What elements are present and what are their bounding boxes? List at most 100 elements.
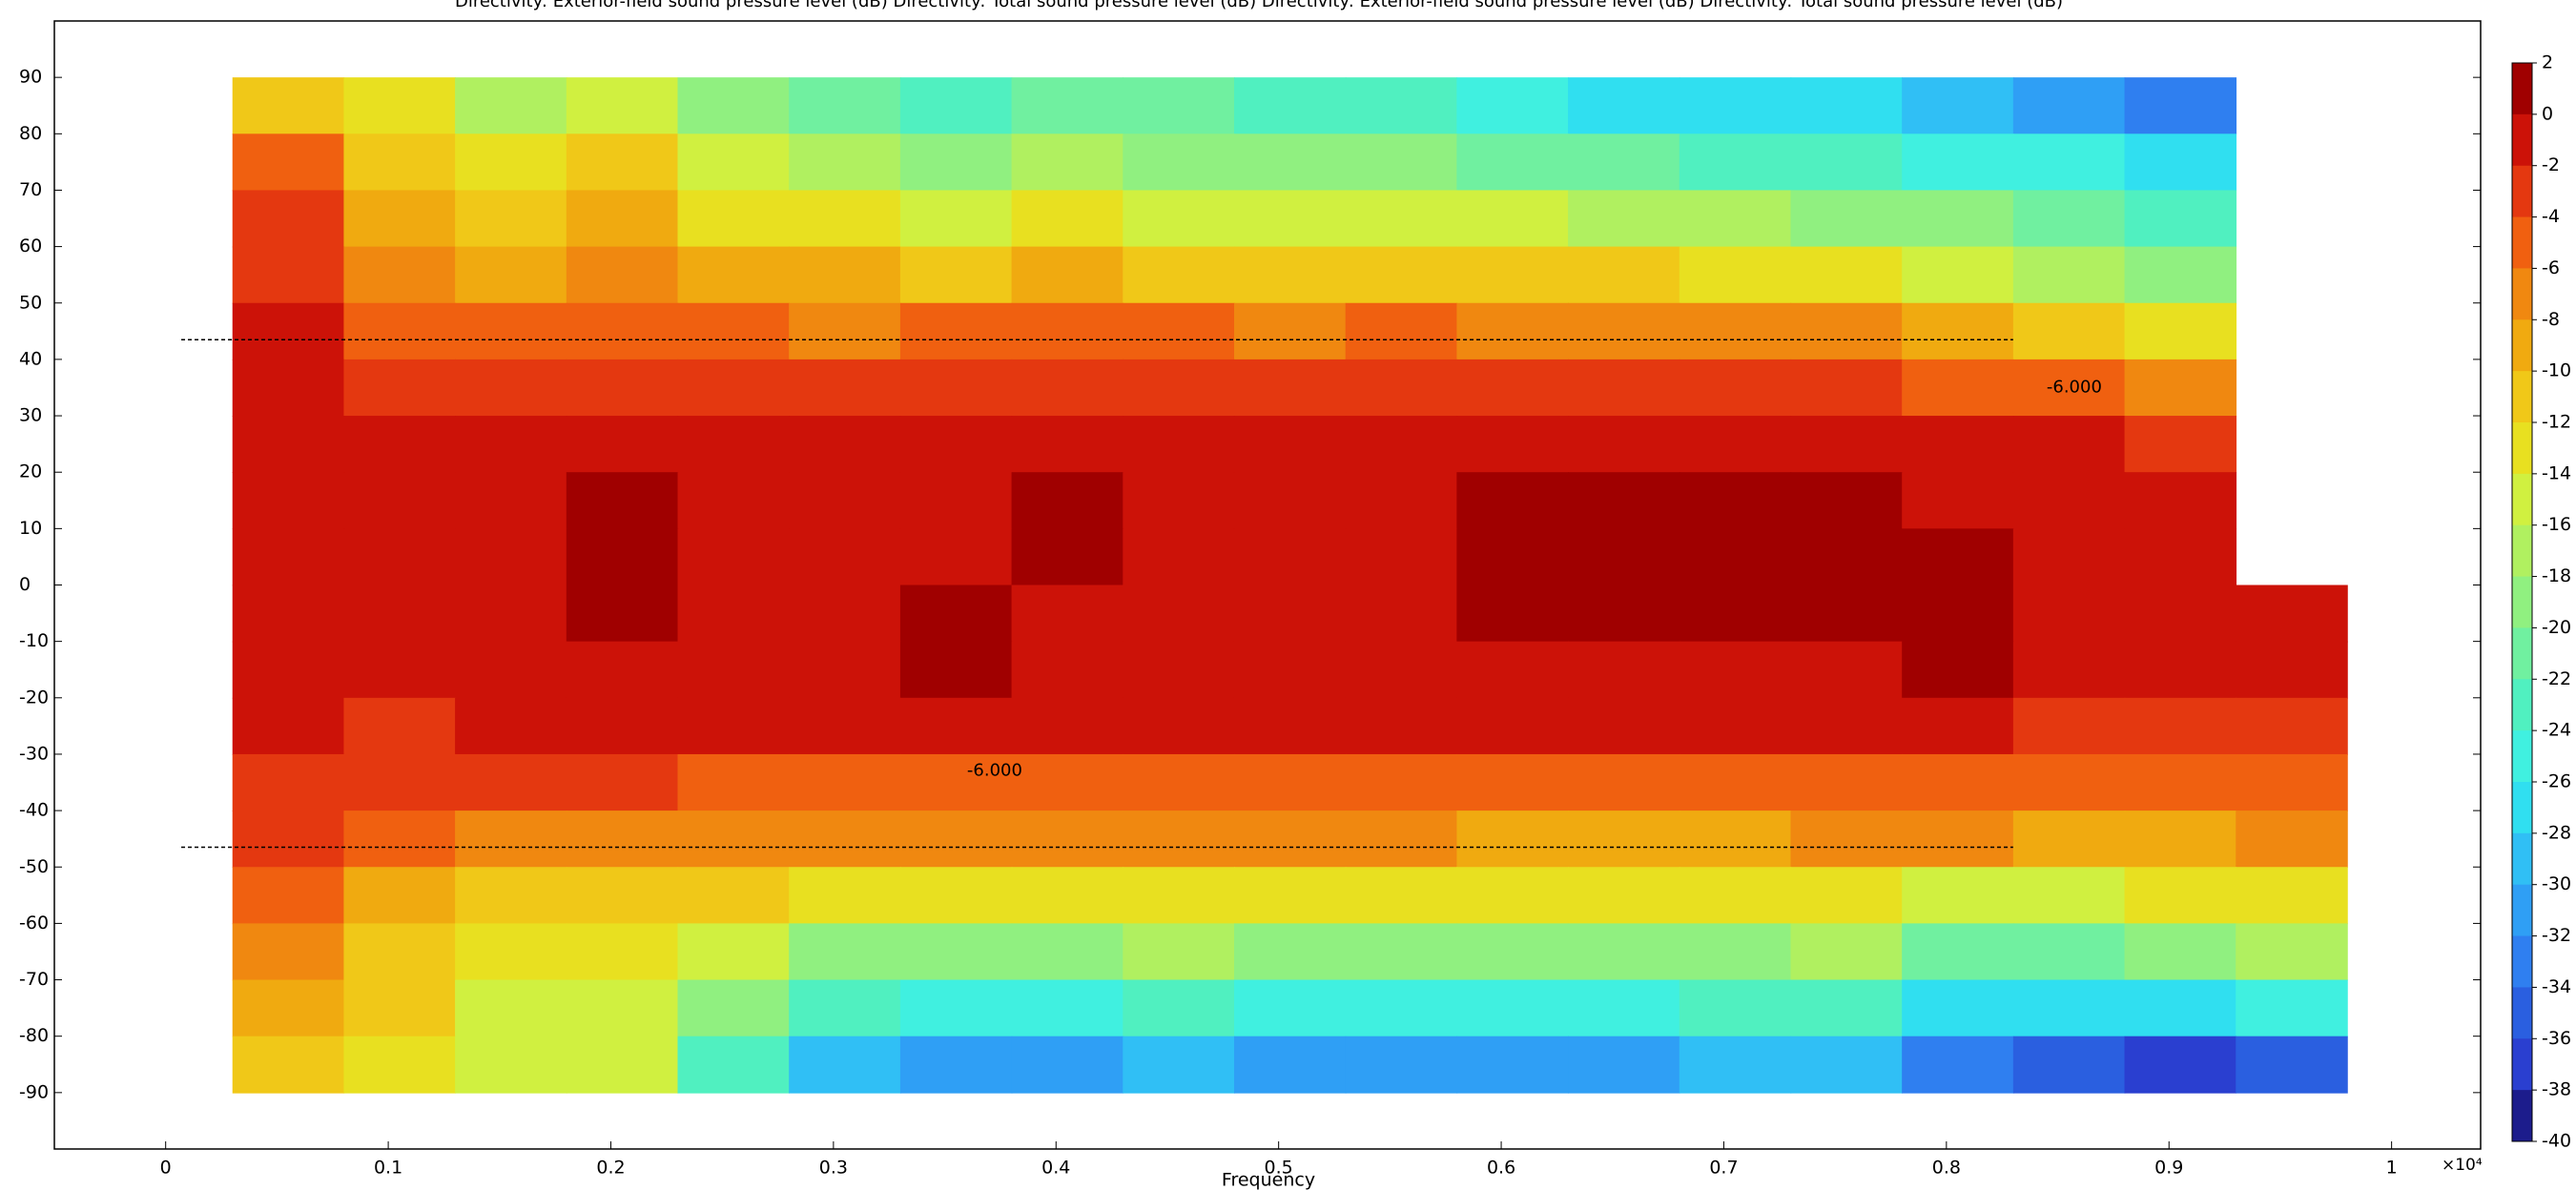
contour-cell	[789, 77, 901, 135]
contour-cell	[1011, 810, 1124, 869]
contour-cell	[2124, 246, 2237, 304]
contour-cell	[677, 697, 791, 755]
contour-cell	[1679, 77, 1792, 135]
contour-cell	[232, 979, 345, 1037]
contour-cell	[899, 190, 1013, 248]
contour-cell	[1123, 133, 1235, 192]
contour-cell	[1568, 359, 1680, 417]
contour-cell	[1233, 923, 1347, 981]
contour-cell	[899, 359, 1013, 417]
contour-cell	[1345, 867, 1458, 925]
contour-cell	[1902, 923, 2014, 981]
contour-cell	[1790, 359, 1903, 417]
contour-cell	[1456, 753, 1569, 811]
contour-cell	[455, 190, 567, 248]
contour-cell	[1902, 979, 2014, 1037]
contour-cell	[1790, 923, 1903, 981]
contour-cell	[789, 302, 901, 360]
contour-cell	[343, 697, 456, 755]
contour-cell	[899, 810, 1013, 869]
contour-cell	[232, 246, 345, 304]
contour-cell	[232, 923, 345, 981]
contour-cell	[1790, 810, 1903, 869]
contour-cell	[1011, 359, 1124, 417]
contour-cell	[1345, 753, 1458, 811]
colorbar-band	[2512, 422, 2532, 475]
contour-cell	[1790, 585, 1903, 643]
contour-cell	[1679, 302, 1792, 360]
contour-cell	[899, 133, 1013, 192]
y-tick-label: -20	[19, 687, 49, 708]
contour-cell	[343, 867, 456, 925]
contour-cell	[1011, 133, 1124, 192]
contour-cell	[1902, 810, 2014, 869]
contour-cell	[1902, 697, 2014, 755]
contour-cell	[232, 528, 345, 586]
contour-cell	[566, 923, 679, 981]
contour-cell	[677, 867, 791, 925]
x-axis-label: Frequency	[1222, 1170, 1315, 1190]
contour-cell	[899, 77, 1013, 135]
contour-cell	[343, 979, 456, 1037]
contour-cell	[899, 416, 1013, 473]
contour-cell	[455, 753, 567, 811]
contour-cell	[2124, 697, 2237, 755]
contour-cell	[1456, 472, 1569, 530]
colorbar-band	[2512, 473, 2532, 526]
contour-cell	[2236, 810, 2348, 869]
contour-cell	[1679, 753, 1792, 811]
contour-cell	[789, 246, 901, 304]
contour-cell	[1679, 416, 1792, 473]
contour-field	[232, 77, 2348, 1094]
colorbar-band	[2512, 987, 2532, 1039]
colorbar-frame	[2511, 62, 2533, 1142]
contour-cell	[2124, 528, 2237, 586]
contour-cell	[677, 472, 791, 530]
contour-cell	[789, 190, 901, 248]
contour-cell	[899, 641, 1013, 699]
contour-cell	[789, 867, 901, 925]
contour-cell	[2012, 302, 2126, 360]
contour-cell	[1233, 416, 1347, 473]
contour-cell	[1123, 697, 1235, 755]
colorbar-tick-label: -10	[2542, 360, 2571, 381]
contour-cell	[1233, 641, 1347, 699]
colorbar-band	[2512, 524, 2532, 578]
contour-cell	[343, 246, 456, 304]
contour-cell	[1902, 1036, 2014, 1094]
contour-cell	[1011, 923, 1124, 981]
contour-cell	[343, 923, 456, 981]
contour-cell	[232, 77, 345, 135]
contour-cell	[1233, 359, 1347, 417]
contour-cell	[2124, 472, 2237, 530]
contour-cell	[1790, 697, 1903, 755]
contour-cell	[1902, 302, 2014, 360]
contour-cell	[566, 190, 679, 248]
contour-cell	[343, 472, 456, 530]
contour-cell	[455, 359, 567, 417]
contour-cell	[566, 77, 679, 135]
x-multiplier: ×10⁴	[2442, 1156, 2483, 1175]
contour-cell	[789, 416, 901, 473]
contour-cell	[1123, 923, 1235, 981]
contour-cell	[1568, 585, 1680, 643]
colorbar-tick-label: -2	[2542, 154, 2560, 175]
contour-cell	[789, 359, 901, 417]
contour-cell	[677, 190, 791, 248]
contour-label: -6.000	[967, 761, 1022, 781]
contour-cell	[677, 246, 791, 304]
y-tick-label: 60	[19, 236, 42, 256]
contour-cell	[677, 923, 791, 981]
colorbar-band	[2512, 113, 2532, 167]
contour-cell	[232, 302, 345, 360]
contour-label: -6.000	[2047, 377, 2102, 397]
y-tick-label: -30	[19, 743, 49, 764]
contour-cell	[2124, 753, 2237, 811]
contour-cell	[1790, 528, 1903, 586]
contour-cell	[1790, 302, 1903, 360]
contour-cell	[1456, 359, 1569, 417]
contour-cell	[232, 753, 345, 811]
contour-cell	[1233, 133, 1347, 192]
contour-cell	[1011, 77, 1124, 135]
contour-cell	[899, 472, 1013, 530]
